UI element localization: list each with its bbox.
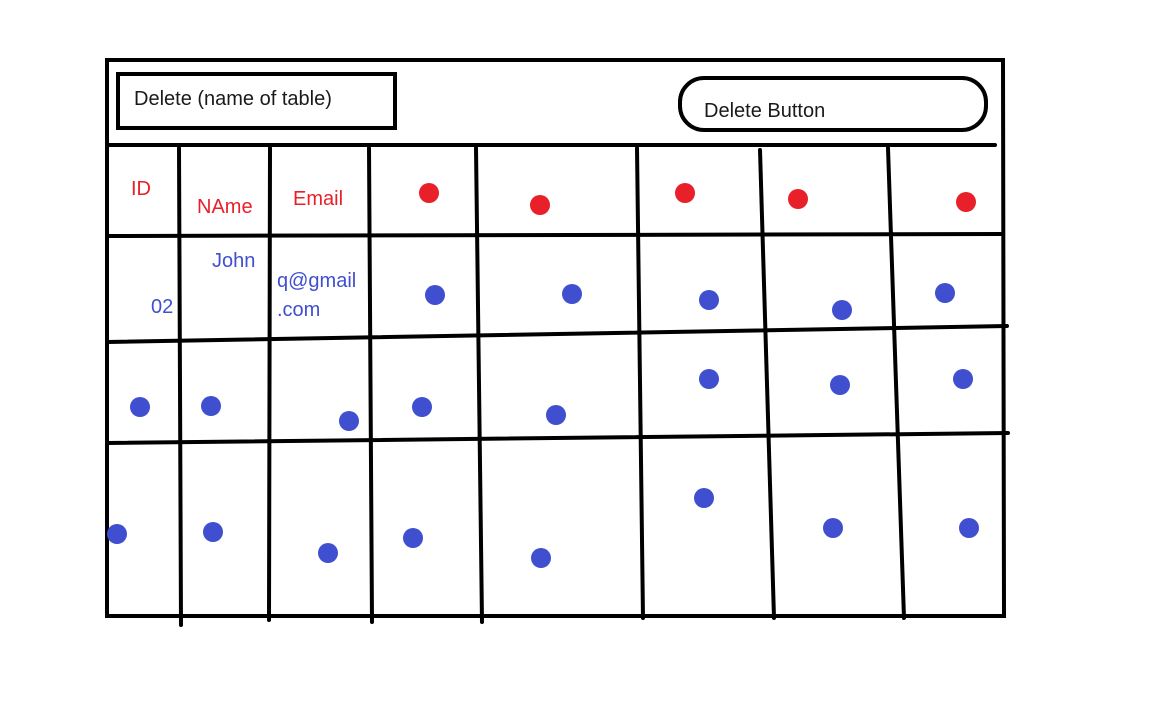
- row-dot: [959, 518, 979, 538]
- row-dot: [203, 522, 223, 542]
- table-name-box: Delete (name of table): [116, 72, 397, 130]
- row-dot: [823, 518, 843, 538]
- cell-email-line-1: q@gmail: [277, 270, 357, 292]
- header-dot: [956, 192, 976, 212]
- row-dot: [412, 397, 432, 417]
- delete-button[interactable]: Delete Button: [678, 76, 988, 132]
- row-dot: [699, 290, 719, 310]
- row-dot: [107, 524, 127, 544]
- row-dot: [339, 411, 359, 431]
- column-divider-3: [367, 146, 374, 624]
- header-name: NAme: [197, 196, 253, 218]
- cell-email-line-2: .com: [277, 299, 321, 321]
- header-email: Email: [293, 188, 344, 210]
- row-dot: [425, 285, 445, 305]
- row-dots: [107, 283, 979, 568]
- row-dot: [130, 397, 150, 417]
- header-id: ID: [131, 178, 151, 200]
- row-dot: [201, 396, 221, 416]
- header-dots: [419, 183, 976, 215]
- cell-name: John: [212, 250, 256, 272]
- row-separator-3: [106, 431, 1010, 445]
- row-dot: [694, 488, 714, 508]
- column-divider-7: [886, 146, 906, 620]
- header-dot: [788, 189, 808, 209]
- column-divider-4: [474, 146, 484, 624]
- column-divider-2: [267, 146, 272, 622]
- row-separator-2: [106, 324, 1009, 344]
- row-dot: [562, 284, 582, 304]
- row-dot: [546, 405, 566, 425]
- row-dot: [699, 369, 719, 389]
- row-separator-1: [106, 232, 1004, 238]
- header-dot: [419, 183, 439, 203]
- header-dot: [675, 183, 695, 203]
- column-divider-1: [177, 146, 183, 627]
- row-dot: [830, 375, 850, 395]
- row-dot: [318, 543, 338, 563]
- row-dot: [935, 283, 955, 303]
- cell-id: 02: [151, 296, 174, 318]
- table-name-label: Delete (name of table): [134, 88, 332, 110]
- row-dot: [403, 528, 423, 548]
- header-dot: [530, 195, 550, 215]
- delete-button-label: Delete Button: [704, 99, 826, 122]
- outer-frame: [105, 58, 1007, 618]
- row-dot: [832, 300, 852, 320]
- column-divider-5: [635, 146, 645, 620]
- row-dot: [953, 369, 973, 389]
- column-divider-6: [758, 148, 776, 620]
- row-dot: [531, 548, 551, 568]
